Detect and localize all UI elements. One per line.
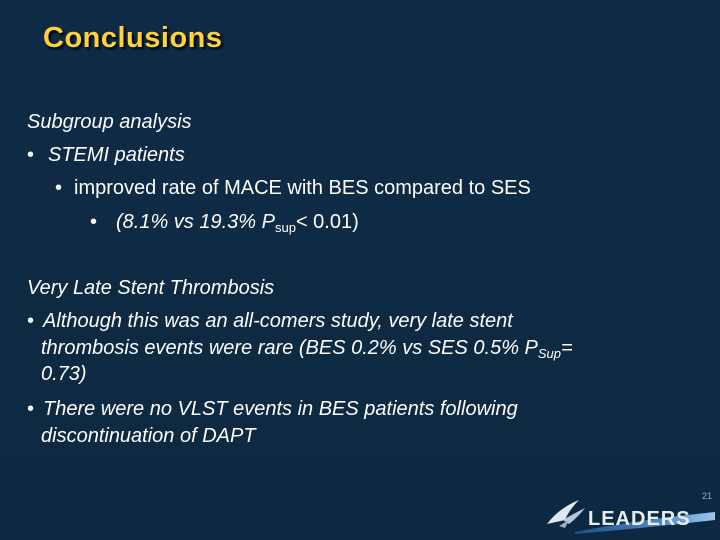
- page-number: 21: [701, 491, 712, 501]
- bullet-dot: •: [27, 144, 35, 166]
- logo-swoosh: [575, 512, 715, 534]
- stats-text: (8.1% vs 19.3% P: [116, 211, 275, 233]
- leaders-logo: [547, 500, 715, 534]
- bullet-mace: improved rate of MACE with BES compared …: [74, 177, 531, 199]
- bullet-vlst-line3: 0.73): [41, 363, 87, 385]
- bullet-vlst-line2: thrombosis events were rare (BES 0.2% vs…: [41, 337, 573, 361]
- bullet-vlst-line1: Although this was an all-comers study, v…: [43, 310, 513, 332]
- bullet-stemi: STEMI patients: [48, 144, 185, 166]
- bullet-dapt-line2: discontinuation of DAPT: [41, 425, 256, 447]
- logo-text: LEADERS: [588, 508, 691, 530]
- bullet-dot: •: [90, 211, 98, 233]
- section-heading-subgroup: Subgroup analysis: [27, 111, 192, 133]
- vlst-text-post: =: [561, 337, 573, 359]
- vlst-subscript: Sup: [537, 346, 562, 361]
- bullet-stats: (8.1% vs 19.3% Psup< 0.01): [116, 211, 359, 235]
- bird-icon: [547, 500, 585, 528]
- slide-title: Conclusions: [43, 22, 223, 54]
- vlst-text: thrombosis events were rare (BES 0.2% vs…: [41, 337, 538, 359]
- bullet-dot: •: [27, 398, 35, 420]
- stats-text-post: < 0.01): [295, 211, 359, 233]
- bullet-dot: •: [27, 310, 35, 332]
- stats-subscript: sup: [274, 220, 296, 235]
- section-heading-vlst: Very Late Stent Thrombosis: [27, 277, 275, 299]
- bullet-dapt-line1: There were no VLST events in BES patient…: [43, 398, 518, 420]
- bullet-dot: •: [55, 177, 63, 199]
